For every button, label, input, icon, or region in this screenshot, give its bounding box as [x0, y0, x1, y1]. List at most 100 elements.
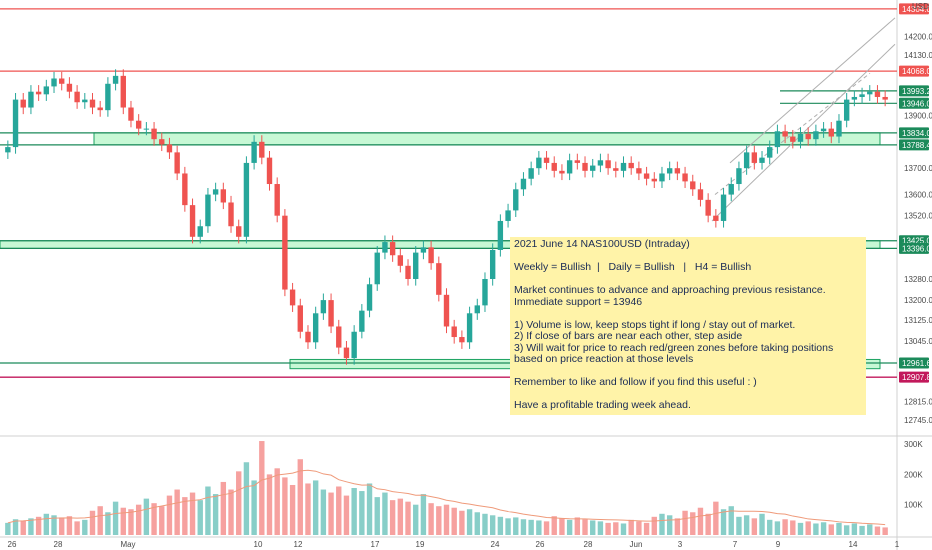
candle-body [420, 247, 427, 253]
price-tag-3 [899, 97, 929, 109]
price-tag-2 [899, 85, 929, 97]
volume-bar [20, 520, 26, 535]
y-tick-label: 13700.0 [904, 164, 932, 173]
candle-body [790, 136, 796, 142]
candle-body [674, 168, 681, 174]
x-tick-label: May [120, 540, 135, 549]
volume-bar [212, 494, 219, 535]
volume-bar [797, 522, 804, 535]
volume-bar [451, 507, 457, 535]
candle-body [236, 226, 242, 237]
candle-body [459, 337, 465, 343]
candle-body [74, 91, 80, 103]
y-tick-label: 13200.0 [904, 296, 932, 305]
candle-body [666, 168, 673, 174]
candle-body [20, 99, 26, 108]
candle-body [143, 128, 150, 130]
price-tag-label-2: 13993.2 [902, 87, 931, 96]
currency-label: USD [912, 2, 929, 11]
x-tick-label: 28 [54, 540, 63, 549]
candle-body [189, 205, 196, 237]
volume-bar [528, 519, 534, 535]
volume-bar [482, 513, 488, 535]
y-tick-label: 13125.0 [904, 316, 932, 325]
x-tick-label: 12 [294, 540, 303, 549]
volume-bar [205, 486, 211, 535]
candle-body [651, 178, 657, 182]
volume-bar [389, 500, 396, 535]
y-tick-label: 13045.0 [904, 337, 932, 346]
volume-bar [520, 519, 527, 535]
volume-bar [382, 492, 388, 535]
candle-body [382, 242, 388, 253]
candle-body [820, 128, 827, 132]
candle-body [166, 144, 173, 153]
candle-body [590, 165, 596, 171]
candle-body [359, 310, 365, 332]
volume-bar [851, 523, 858, 535]
volume-bar [751, 518, 758, 535]
candle-body [305, 331, 311, 343]
candle-body [559, 170, 565, 174]
volume-bar [582, 519, 588, 535]
candle-body [328, 300, 334, 327]
candle-body [343, 347, 350, 359]
x-tick-label: 9 [776, 540, 781, 549]
candle-body [713, 215, 719, 221]
candle-body [505, 210, 511, 221]
volume-bar [728, 506, 734, 535]
candle-body [682, 173, 688, 182]
volume-bar [120, 507, 126, 535]
candle-body [551, 162, 557, 171]
analysis-note[interactable]: 2021 June 14 NAS100USD (Intraday) Weekly… [510, 237, 866, 415]
volume-bar [590, 520, 596, 535]
candle-body [774, 131, 781, 148]
volume-bar [543, 521, 550, 535]
candle-body [43, 86, 50, 95]
price-tag-label-4: 13834.0 [902, 129, 931, 138]
candle-body [759, 157, 765, 163]
volume-bar [43, 513, 50, 535]
candle-body [97, 107, 103, 111]
candle-body [297, 305, 303, 332]
candle-body [266, 157, 273, 185]
volume-bar [628, 519, 634, 535]
candle-body [482, 278, 488, 306]
price-tag-label-7: 13396.0 [902, 244, 931, 253]
candle-body [228, 202, 234, 227]
volume-bar [874, 526, 881, 535]
volume-bar [305, 483, 311, 535]
candle-body [320, 300, 327, 314]
y-tick-label: 14130.0 [904, 51, 932, 60]
volume-bar [197, 500, 203, 535]
volume-bar [105, 512, 111, 535]
candle-body [374, 252, 380, 285]
volume-bar [143, 498, 150, 535]
candle-body [12, 99, 19, 148]
note-closing: Have a profitable trading week ahead. [514, 399, 691, 411]
volume-bar [474, 512, 480, 535]
volume-bar [274, 468, 280, 535]
volume-bar [690, 512, 696, 535]
candle-body [151, 128, 157, 140]
volume-tick-label: 200K [904, 470, 923, 479]
volume-bar [682, 510, 688, 535]
candle-body [643, 173, 650, 179]
price-tag-8 [899, 357, 929, 369]
note-bias: Weekly = Bullish | Daily = Bullish | H4 … [514, 261, 752, 273]
volume-bar [551, 516, 557, 535]
volume-bar [112, 501, 119, 535]
candle-body [312, 313, 319, 343]
price-tag-1 [899, 65, 929, 77]
candle-body [620, 162, 627, 171]
volume-bar [359, 491, 365, 535]
candle-body [413, 252, 419, 279]
volume-bar [243, 462, 250, 535]
note-title: 2021 June 14 NAS100USD (Intraday) [514, 238, 690, 250]
candle-body [251, 141, 257, 163]
volume-bar [882, 527, 888, 535]
note-point-3: 3) Will wait for price to reach red/gree… [514, 341, 837, 365]
candle-body [520, 178, 527, 190]
candle-body [212, 189, 219, 195]
candle-body [174, 152, 180, 174]
